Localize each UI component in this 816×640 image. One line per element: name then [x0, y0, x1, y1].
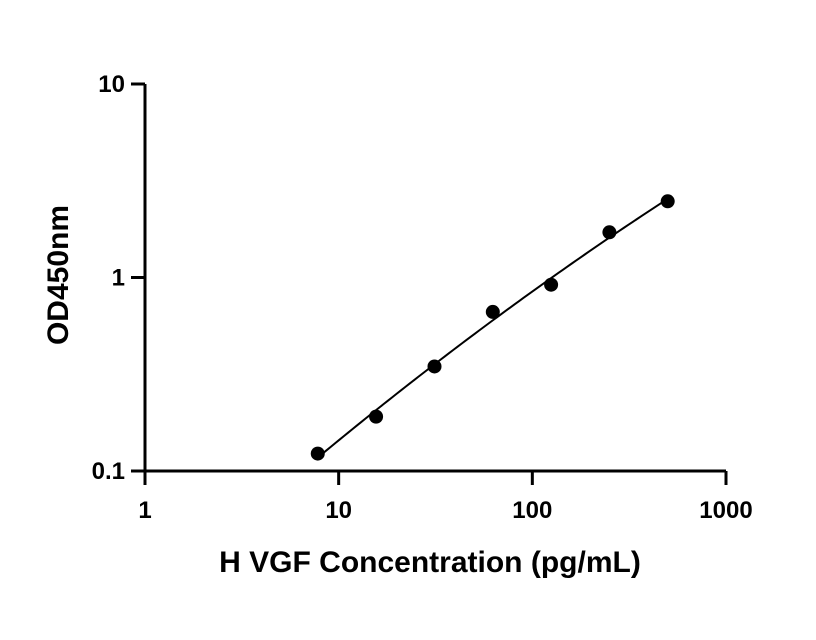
y-tick-label: 10: [98, 71, 125, 98]
ticks-group: 1 10 100 1000 0.1 1 10: [92, 71, 753, 524]
data-point: [310, 446, 325, 461]
axes-group: [143, 84, 726, 473]
data-point: [369, 409, 384, 424]
x-tick-label: 10: [325, 497, 352, 524]
y-tick-label: 1: [112, 265, 125, 292]
x-tick-label: 1000: [699, 497, 752, 524]
data-point: [660, 194, 675, 209]
x-tick-label: 100: [512, 497, 552, 524]
x-tick-label: 1: [138, 497, 151, 524]
data-point: [602, 225, 617, 240]
data-point: [427, 359, 442, 374]
series-group: [310, 194, 675, 461]
y-tick-label: 0.1: [92, 458, 125, 485]
y-axis-label: OD450nm: [42, 205, 75, 345]
x-axis-label: H VGF Concentration (pg/mL): [219, 546, 641, 579]
data-point: [485, 304, 500, 319]
data-point: [544, 277, 559, 292]
